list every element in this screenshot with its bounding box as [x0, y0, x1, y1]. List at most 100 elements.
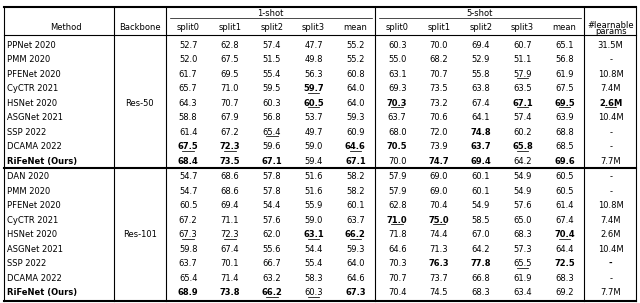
Text: 64.2: 64.2 — [472, 245, 490, 254]
Text: 51.6: 51.6 — [304, 187, 323, 196]
Text: 68.3: 68.3 — [472, 288, 490, 297]
Text: ASGNet 2021: ASGNet 2021 — [7, 113, 63, 122]
Text: 51.1: 51.1 — [513, 55, 532, 64]
Text: 60.3: 60.3 — [304, 288, 323, 297]
Text: 55.2: 55.2 — [346, 41, 365, 50]
Text: DCAMA 2022: DCAMA 2022 — [7, 274, 61, 283]
Text: 68.8: 68.8 — [555, 128, 574, 137]
Text: 64.6: 64.6 — [388, 245, 406, 254]
Text: 59.6: 59.6 — [262, 142, 281, 151]
Text: 70.4: 70.4 — [429, 201, 448, 210]
Text: 67.1: 67.1 — [261, 157, 282, 166]
Text: DCAMA 2022: DCAMA 2022 — [7, 142, 61, 151]
Text: 56.3: 56.3 — [304, 70, 323, 79]
Text: 60.5: 60.5 — [303, 99, 324, 108]
Text: 68.5: 68.5 — [555, 142, 573, 151]
Text: 54.4: 54.4 — [262, 201, 281, 210]
Text: split3: split3 — [511, 24, 534, 32]
Text: 47.7: 47.7 — [304, 41, 323, 50]
Text: 65.4: 65.4 — [262, 128, 281, 137]
Text: 74.7: 74.7 — [429, 157, 449, 166]
Text: 7.7M: 7.7M — [600, 157, 621, 166]
Text: 49.8: 49.8 — [304, 55, 323, 64]
Text: 63.9: 63.9 — [555, 113, 573, 122]
Text: SSP 2022: SSP 2022 — [7, 128, 46, 137]
Text: 65.5: 65.5 — [513, 259, 532, 268]
Text: 65.4: 65.4 — [179, 274, 197, 283]
Text: 63.7: 63.7 — [179, 259, 198, 268]
Text: 63.4: 63.4 — [513, 288, 532, 297]
Text: RiFeNet (Ours): RiFeNet (Ours) — [7, 157, 77, 166]
Text: 57.6: 57.6 — [513, 201, 532, 210]
Text: 72.3: 72.3 — [221, 230, 239, 239]
Text: Res-50: Res-50 — [125, 99, 154, 108]
Text: 67.2: 67.2 — [179, 216, 198, 225]
Text: 55.0: 55.0 — [388, 55, 406, 64]
Text: 69.0: 69.0 — [429, 172, 448, 181]
Text: 75.0: 75.0 — [429, 216, 449, 225]
Text: 70.5: 70.5 — [387, 142, 408, 151]
Text: 64.0: 64.0 — [346, 84, 365, 93]
Text: params: params — [595, 28, 627, 36]
Text: 59.3: 59.3 — [346, 113, 365, 122]
Text: 72.5: 72.5 — [554, 259, 575, 268]
Text: Method: Method — [51, 24, 82, 32]
Text: 54.9: 54.9 — [472, 201, 490, 210]
Text: 59.7: 59.7 — [303, 84, 324, 93]
Text: 63.1: 63.1 — [303, 230, 324, 239]
Text: 7.7M: 7.7M — [600, 288, 621, 297]
Text: -: - — [609, 259, 612, 268]
Text: 63.7: 63.7 — [388, 113, 406, 122]
Text: 60.1: 60.1 — [472, 172, 490, 181]
Text: 55.6: 55.6 — [262, 245, 281, 254]
Text: 55.8: 55.8 — [472, 70, 490, 79]
Text: 59.3: 59.3 — [346, 245, 365, 254]
Text: 66.2: 66.2 — [261, 288, 282, 297]
Text: 59.0: 59.0 — [305, 142, 323, 151]
Text: 10.8M: 10.8M — [598, 70, 623, 79]
Text: 60.3: 60.3 — [388, 41, 406, 50]
Text: #learnable: #learnable — [588, 21, 634, 30]
Text: 68.3: 68.3 — [555, 274, 574, 283]
Text: 74.4: 74.4 — [429, 230, 448, 239]
Text: RiFeNet (Ours): RiFeNet (Ours) — [7, 288, 77, 297]
Text: 68.0: 68.0 — [388, 128, 406, 137]
Text: 10.4M: 10.4M — [598, 245, 623, 254]
Text: 61.4: 61.4 — [555, 201, 573, 210]
Text: 10.4M: 10.4M — [598, 113, 623, 122]
Text: 52.7: 52.7 — [179, 41, 197, 50]
Text: 68.2: 68.2 — [429, 55, 448, 64]
Text: 54.7: 54.7 — [179, 187, 197, 196]
Text: 57.3: 57.3 — [513, 245, 532, 254]
Text: 55.9: 55.9 — [305, 201, 323, 210]
Text: 10.8M: 10.8M — [598, 201, 623, 210]
Text: 67.4: 67.4 — [555, 216, 573, 225]
Text: 60.5: 60.5 — [555, 172, 573, 181]
Text: 68.9: 68.9 — [178, 288, 198, 297]
Text: 73.9: 73.9 — [429, 142, 448, 151]
Text: 65.0: 65.0 — [513, 216, 532, 225]
Text: 55.4: 55.4 — [305, 259, 323, 268]
Text: 60.2: 60.2 — [513, 128, 532, 137]
Text: HSNet 2020: HSNet 2020 — [7, 99, 57, 108]
Text: 57.4: 57.4 — [513, 113, 532, 122]
Text: 69.2: 69.2 — [555, 288, 573, 297]
Text: split2: split2 — [260, 24, 284, 32]
Text: 74.5: 74.5 — [429, 288, 448, 297]
Text: 62.8: 62.8 — [221, 41, 239, 50]
Text: 70.7: 70.7 — [429, 70, 448, 79]
Text: 60.1: 60.1 — [472, 187, 490, 196]
Text: mean: mean — [552, 24, 577, 32]
Text: mean: mean — [344, 24, 367, 32]
Text: 64.6: 64.6 — [346, 274, 365, 283]
Text: 60.1: 60.1 — [346, 201, 365, 210]
Text: Backbone: Backbone — [119, 24, 161, 32]
Text: 61.7: 61.7 — [179, 70, 198, 79]
Text: 7.4M: 7.4M — [600, 84, 621, 93]
Text: 67.0: 67.0 — [472, 230, 490, 239]
Text: 71.0: 71.0 — [221, 84, 239, 93]
Text: PMM 2020: PMM 2020 — [7, 187, 51, 196]
Text: 69.0: 69.0 — [429, 187, 448, 196]
Text: 71.0: 71.0 — [387, 216, 408, 225]
Text: 73.8: 73.8 — [220, 288, 240, 297]
